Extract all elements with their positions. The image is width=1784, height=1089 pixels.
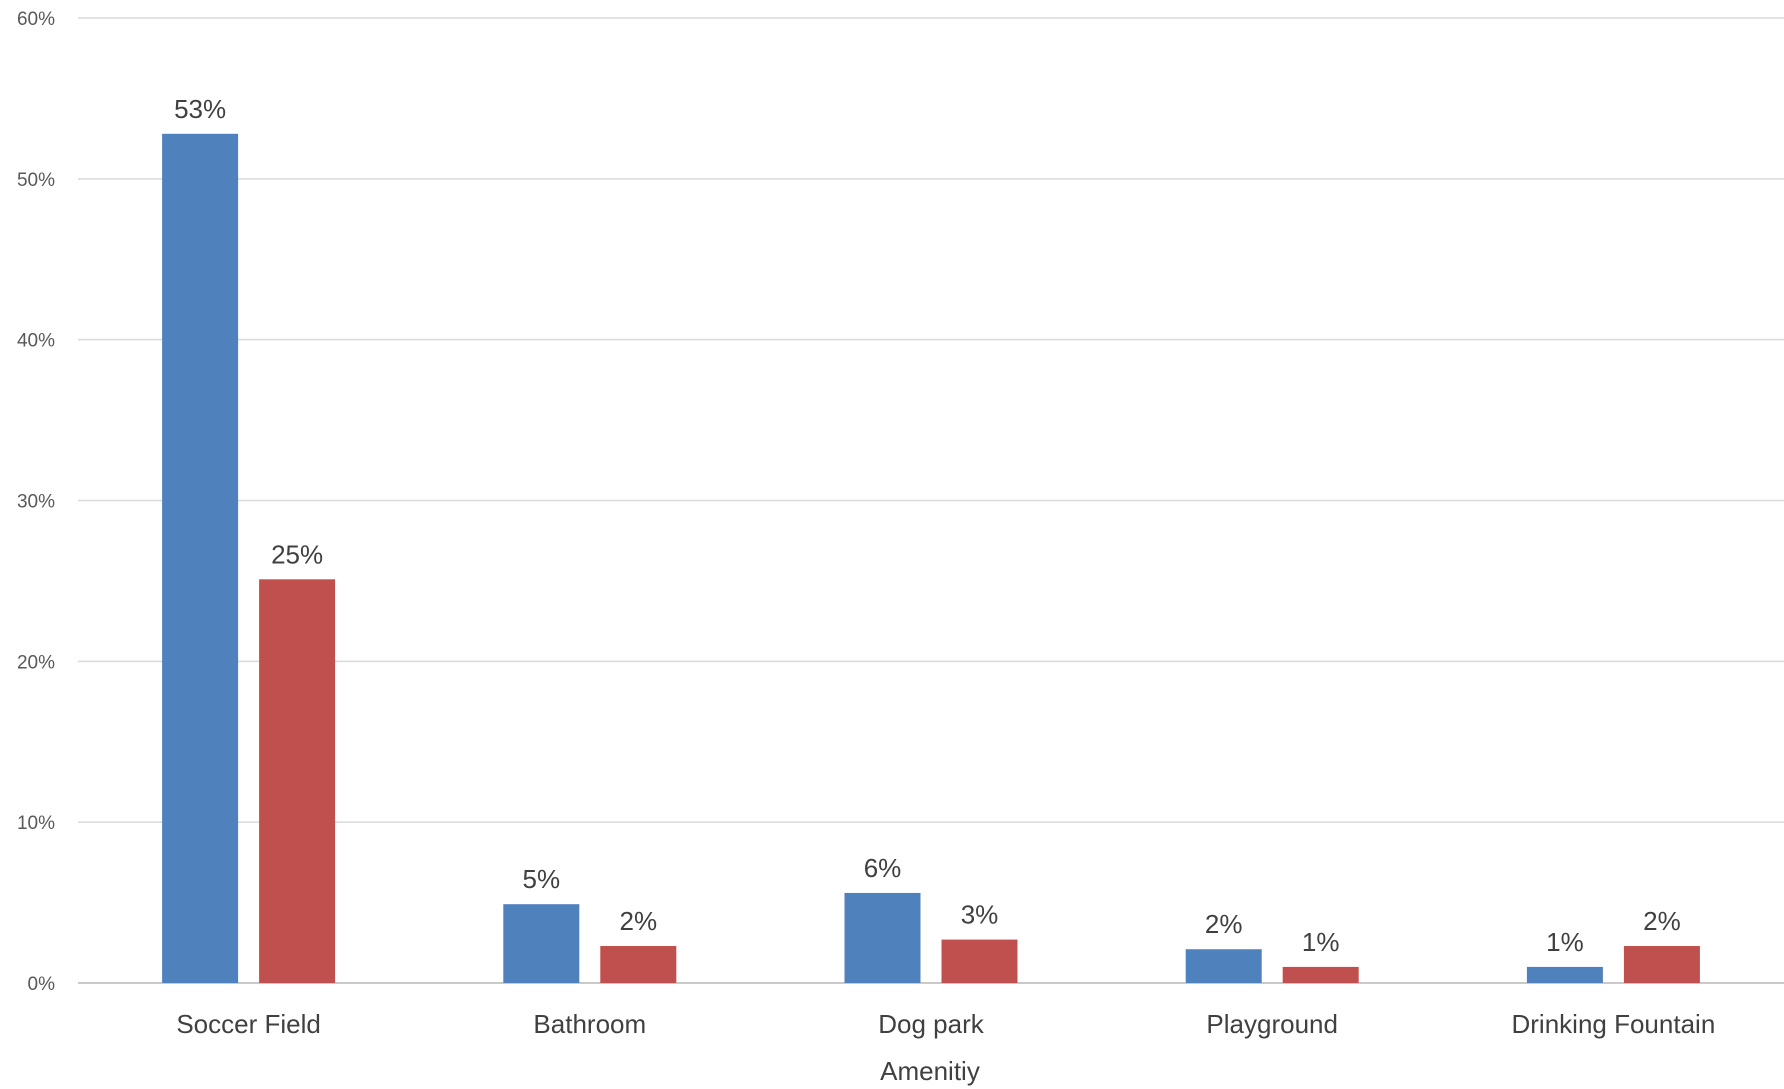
y-axis-ticks: 0% 10% 20% 30% 40% 50% 60% bbox=[17, 9, 55, 995]
data-label: 2% bbox=[620, 906, 658, 936]
bar bbox=[844, 892, 921, 983]
y-tick-label: 0% bbox=[28, 974, 56, 995]
x-axis-categories: Soccer Field Bathroom Dog park Playground Dr… bbox=[176, 1009, 1715, 1039]
y-tick-label: 20% bbox=[17, 652, 55, 673]
data-label: 1% bbox=[1302, 927, 1340, 957]
data-label: 5% bbox=[523, 864, 561, 894]
y-tick-label: 10% bbox=[17, 813, 55, 834]
x-axis-title: Amenitiy bbox=[880, 1056, 980, 1086]
y-tick-label: 40% bbox=[17, 331, 55, 352]
bar bbox=[600, 946, 677, 983]
x-category-label: Drinking Fountain bbox=[1512, 1009, 1716, 1039]
x-category-label: Soccer Field bbox=[176, 1009, 321, 1039]
bar bbox=[941, 939, 1018, 983]
y-tick-label: 50% bbox=[17, 170, 55, 191]
gridlines bbox=[78, 17, 1784, 984]
data-label: 25% bbox=[271, 539, 323, 569]
x-category-label: Playground bbox=[1206, 1009, 1338, 1039]
x-category-label: Dog park bbox=[878, 1009, 984, 1039]
x-category-label: Bathroom bbox=[533, 1009, 646, 1039]
bar bbox=[162, 133, 239, 984]
data-label: 53% bbox=[174, 94, 226, 124]
data-label: 3% bbox=[961, 900, 999, 930]
bar bbox=[503, 904, 580, 983]
bar bbox=[1526, 966, 1603, 983]
data-label: 6% bbox=[864, 853, 902, 883]
y-tick-label: 30% bbox=[17, 492, 55, 513]
bars bbox=[162, 133, 1700, 984]
bar bbox=[1623, 946, 1700, 983]
bar bbox=[1185, 949, 1262, 983]
bar bbox=[259, 579, 336, 983]
data-label: 2% bbox=[1205, 909, 1243, 939]
y-tick-label: 60% bbox=[17, 9, 55, 30]
data-labels: 53% 25% 5% 2% 6% 3% 2% 1% 1% 2% bbox=[174, 94, 1681, 957]
bar bbox=[1282, 966, 1359, 983]
data-label: 2% bbox=[1643, 906, 1681, 936]
data-label: 1% bbox=[1546, 927, 1584, 957]
